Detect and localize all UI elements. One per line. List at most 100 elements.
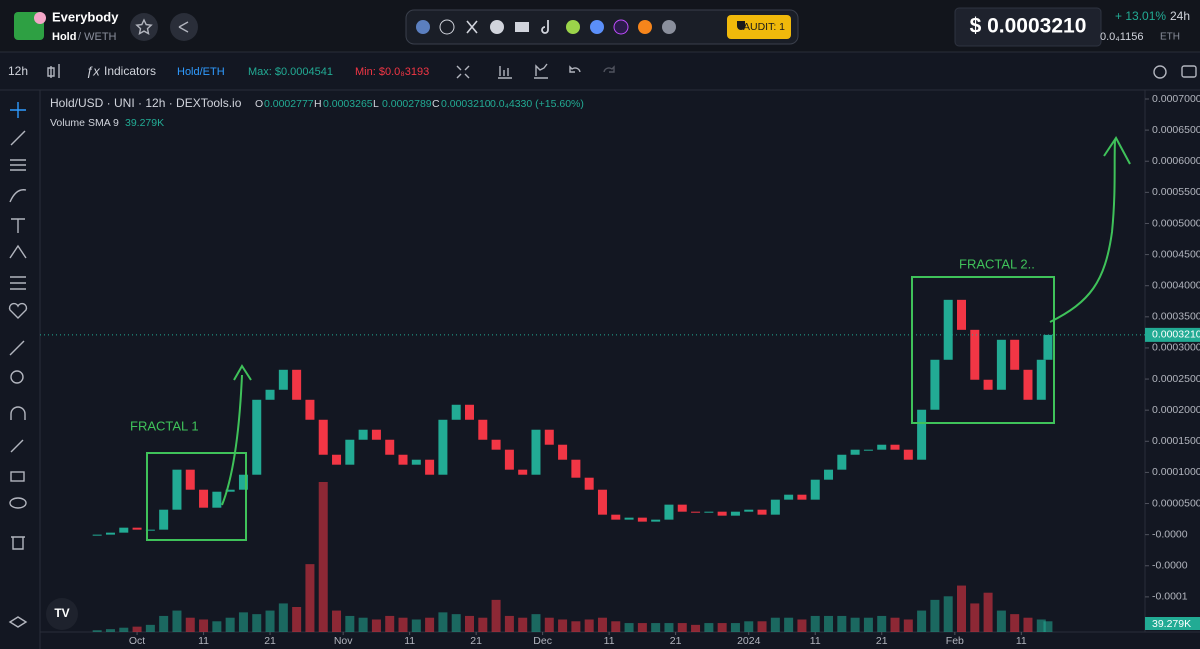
indicators-button[interactable]: Indicators [104, 64, 156, 78]
candle [119, 527, 129, 533]
time-tick-label: 21 [670, 635, 682, 647]
undo-icon[interactable] [569, 65, 581, 73]
price-tick-label: -0.0001 [1152, 591, 1188, 603]
object-tree[interactable] [8, 616, 28, 628]
time-tick-label: 21 [470, 635, 482, 647]
candle [930, 359, 940, 410]
icon[interactable] [613, 19, 629, 35]
icon[interactable] [490, 20, 504, 34]
candle [159, 509, 169, 530]
visibility-tool[interactable] [9, 497, 27, 509]
candle [1010, 339, 1020, 370]
volume-bar [199, 619, 209, 632]
candle [597, 489, 607, 515]
delete-tool[interactable] [11, 536, 25, 550]
brush-tool[interactable] [9, 189, 27, 203]
prediction-tool[interactable] [10, 276, 26, 290]
price-tick-label: 0.0005000 [1152, 217, 1200, 229]
interval[interactable]: 12h [8, 64, 28, 78]
candle [584, 477, 594, 490]
favorite-button[interactable] [130, 13, 158, 41]
screenshot-icon[interactable] [1181, 65, 1197, 78]
share-button[interactable] [170, 13, 198, 41]
price-tick-label: 0.0005500 [1152, 186, 1200, 198]
icon[interactable] [541, 20, 549, 34]
candle [611, 514, 621, 520]
candle [544, 429, 554, 445]
candle [717, 511, 727, 516]
candle [664, 504, 674, 520]
candle [465, 404, 475, 420]
candle [185, 469, 195, 490]
last-price-marker [1145, 327, 1200, 342]
icon[interactable] [662, 20, 676, 34]
volume-bar [664, 623, 674, 632]
candle [624, 517, 634, 520]
zoom-tool[interactable] [10, 370, 24, 384]
ruler-tool[interactable] [9, 340, 25, 356]
settings-icon[interactable] [1153, 65, 1167, 79]
icon[interactable] [466, 20, 478, 34]
volume-bar [305, 564, 315, 632]
volume-bar [917, 610, 927, 632]
candle [558, 444, 568, 460]
volume-bar [478, 617, 488, 632]
audit-label: AUDIT: 1 [743, 21, 785, 33]
compare-icon[interactable] [534, 63, 548, 79]
volume-bar [451, 614, 461, 632]
candle [863, 449, 873, 451]
volume-sma: 39.279K [125, 117, 164, 129]
volume-bar [558, 619, 568, 632]
text-tool[interactable] [11, 218, 25, 233]
candle [890, 444, 900, 450]
lock-drawings-tool[interactable] [10, 439, 24, 453]
icon[interactable] [416, 20, 430, 34]
token-logo-badge [34, 12, 46, 24]
magnet-tool[interactable] [10, 406, 26, 420]
volume-bar [518, 617, 528, 632]
volume-bar [810, 615, 820, 632]
icon[interactable] [590, 20, 604, 34]
icon[interactable] [439, 19, 455, 35]
volume-bar [850, 617, 860, 632]
time-tick-label: 11 [198, 635, 209, 647]
volume-bar [1036, 619, 1046, 632]
volume-bar [278, 603, 288, 632]
crosshair-tool[interactable] [10, 102, 26, 118]
volume-bar [983, 592, 993, 632]
pair-toggle[interactable]: Hold/ETH [177, 66, 225, 78]
volume-bar [159, 615, 169, 632]
icon[interactable] [515, 22, 529, 32]
candle [398, 454, 408, 465]
pattern-tool[interactable] [9, 244, 27, 259]
candle [571, 459, 581, 478]
volume-bar [611, 621, 621, 632]
volume-bar [890, 617, 900, 632]
fib-tool[interactable] [10, 159, 26, 171]
candle [744, 509, 754, 512]
chart-title: Hold/USD · UNI · 12h · DEXTools.io [50, 96, 242, 110]
volume-bar [637, 623, 647, 632]
candle [837, 454, 847, 470]
max-price: Max: $0.0004541 [248, 66, 333, 78]
volume-bar [863, 617, 873, 632]
volume-bar [544, 617, 554, 632]
icon[interactable] [566, 20, 580, 34]
candle [518, 469, 528, 475]
fullscreen-icon[interactable] [456, 65, 470, 79]
bars-icon[interactable] [498, 66, 512, 79]
volume-bar [425, 617, 435, 632]
volume-bar [677, 623, 687, 632]
fx-icon: ƒx [86, 63, 100, 78]
favorites-tool[interactable] [8, 302, 28, 319]
line-tool[interactable] [10, 130, 26, 146]
chart-type-icon[interactable] [47, 64, 60, 78]
lock-tool[interactable] [10, 471, 25, 482]
time-tick-label: 21 [876, 635, 888, 647]
candle [425, 459, 435, 475]
redo-icon[interactable] [603, 65, 615, 73]
price-tick-label: 0.0007000 [1152, 93, 1200, 105]
icon[interactable] [638, 20, 652, 34]
ohlc-legend: O 0.0002777 H 0.0003265 L 0.0002789 C 0.0003210 [255, 98, 491, 110]
fractal-2-label: FRACTAL 2.. [959, 256, 1035, 271]
